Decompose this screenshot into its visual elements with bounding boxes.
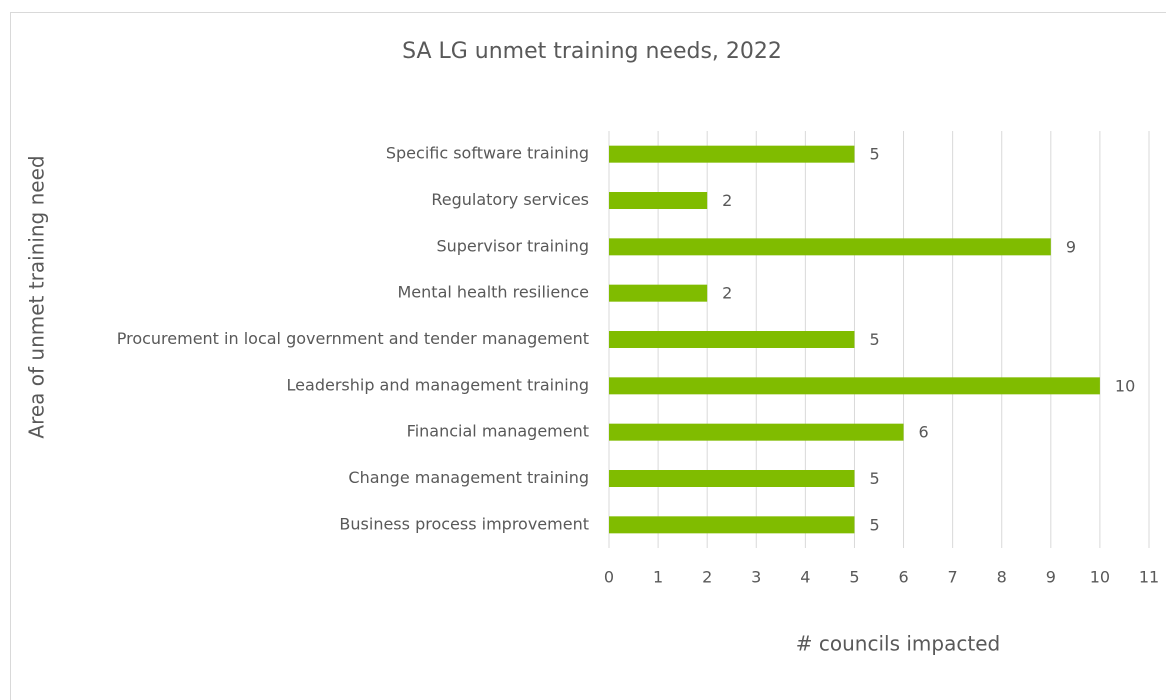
x-tick-label: 10 xyxy=(1090,568,1110,587)
data-label: 6 xyxy=(919,423,929,442)
chart-title: SA LG unmet training needs, 2022 xyxy=(402,39,782,64)
data-label: 5 xyxy=(869,515,879,534)
y-tick-label: Specific software training xyxy=(386,144,589,163)
data-label: 5 xyxy=(869,330,879,349)
y-tick-label: Leadership and management training xyxy=(287,375,589,394)
data-label: 2 xyxy=(722,284,732,303)
x-tick-label: 6 xyxy=(898,568,908,587)
bar xyxy=(609,516,855,534)
bar xyxy=(609,145,855,163)
bar xyxy=(609,192,708,209)
y-axis-title: Area of unmet training need xyxy=(25,155,49,438)
data-label: 2 xyxy=(722,191,732,210)
x-tick-label: 2 xyxy=(702,568,712,587)
data-label: 5 xyxy=(869,145,879,164)
bar xyxy=(609,423,904,441)
x-tick-label: 8 xyxy=(997,568,1007,587)
data-label: 10 xyxy=(1115,376,1135,395)
x-tick-label: 1 xyxy=(653,568,663,587)
chart-border xyxy=(10,12,1166,700)
x-tick-label: 9 xyxy=(1046,568,1056,587)
bar xyxy=(609,284,708,302)
y-tick-label: Regulatory services xyxy=(431,190,589,209)
bar xyxy=(609,331,855,348)
x-axis-title: # councils impacted xyxy=(796,632,1000,656)
x-tick-label: 11 xyxy=(1139,568,1159,587)
x-tick-label: 3 xyxy=(751,568,761,587)
x-tick-label: 7 xyxy=(948,568,958,587)
y-tick-label: Change management training xyxy=(348,468,589,487)
x-tick-label: 4 xyxy=(800,568,810,587)
bar xyxy=(609,377,1100,395)
y-tick-label: Mental health resilience xyxy=(398,283,590,302)
y-tick-label: Supervisor training xyxy=(436,236,589,255)
data-label: 9 xyxy=(1066,237,1076,256)
x-tick-label: 5 xyxy=(849,568,859,587)
y-tick-label: Procurement in local government and tend… xyxy=(117,329,589,348)
bar xyxy=(609,470,855,487)
y-tick-label: Business process improvement xyxy=(339,514,589,533)
bar xyxy=(609,238,1051,256)
data-label: 5 xyxy=(869,469,879,488)
y-tick-label: Financial management xyxy=(407,422,589,441)
x-tick-label: 0 xyxy=(604,568,614,587)
